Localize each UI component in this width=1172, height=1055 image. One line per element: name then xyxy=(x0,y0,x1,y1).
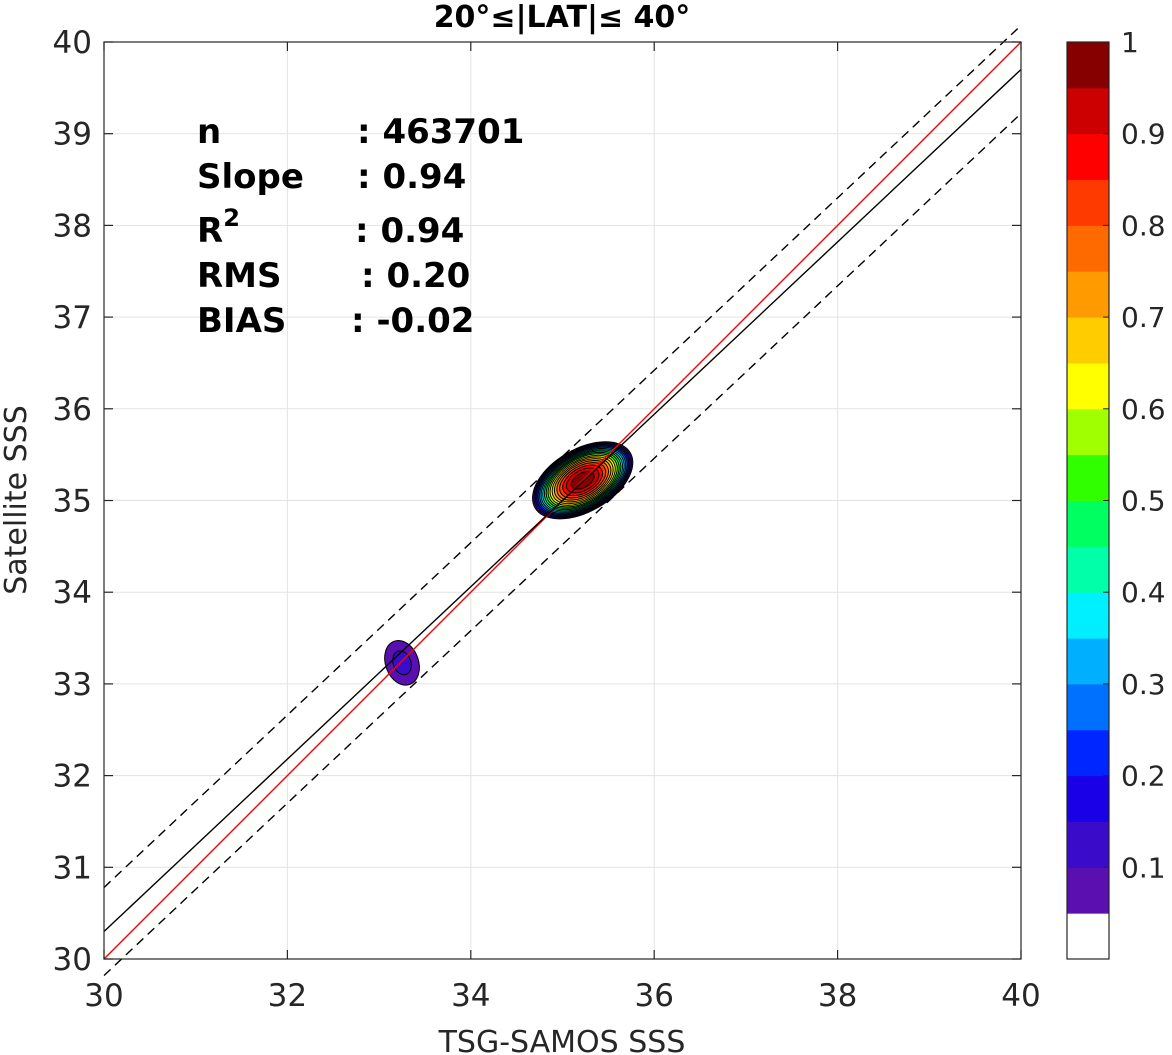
x-tick-label: 36 xyxy=(634,978,673,1014)
y-tick-label: 33 xyxy=(53,667,92,703)
y-tick-label: 38 xyxy=(53,208,92,244)
reference-lines xyxy=(103,24,1022,977)
colorbar-tick-label: 0.4 xyxy=(1121,576,1166,609)
x-tick-label: 38 xyxy=(818,978,857,1014)
stat-value: : 0.94 xyxy=(355,211,464,251)
colorbar-tick-label: 0.6 xyxy=(1121,393,1166,426)
colorbar-tick-label: 0.3 xyxy=(1121,668,1166,701)
x-axis-label: TSG-SAMOS SSS xyxy=(438,1025,686,1055)
grid-lines xyxy=(104,42,1021,959)
colorbar-tick-label: 1 xyxy=(1121,26,1139,59)
colorbar-tick-label: 0.1 xyxy=(1121,851,1166,884)
stat-value: : 0.20 xyxy=(361,256,470,296)
colorbar-swatch xyxy=(1067,133,1109,181)
stat-number: 0.94 xyxy=(380,211,464,251)
plot-area xyxy=(103,24,1022,977)
stat-separator: : xyxy=(355,211,380,251)
y-axis-label: Satellite SSS xyxy=(0,405,34,595)
colorbar-swatch xyxy=(1067,775,1109,822)
stat-row: Slope: 0.94 xyxy=(197,157,466,197)
stat-number: 0.94 xyxy=(382,157,466,197)
colorbar-tick-label: 0.8 xyxy=(1121,209,1166,242)
colorbar-swatch xyxy=(1067,408,1109,456)
colorbar-swatch xyxy=(1067,362,1109,410)
regression-line xyxy=(103,68,1022,933)
y-tick-label: 37 xyxy=(53,300,92,336)
stat-label-superscript: 2 xyxy=(223,204,240,232)
colorbar-swatch xyxy=(1067,592,1109,639)
stat-separator: : xyxy=(361,256,386,296)
colorbar-swatch xyxy=(1067,42,1109,89)
colorbar-swatch xyxy=(1067,546,1109,593)
stat-label: Slope xyxy=(197,157,304,197)
chart-title: 20°≤|LAT|≤ 40° xyxy=(434,0,691,35)
colorbar-swatch xyxy=(1067,867,1109,914)
y-tick-label: 32 xyxy=(53,759,92,795)
stat-number: 0.20 xyxy=(386,256,470,296)
y-tick-label: 30 xyxy=(53,942,92,978)
y-tick-label: 40 xyxy=(53,25,92,61)
stat-separator: : xyxy=(351,301,376,341)
colorbar-swatch xyxy=(1067,729,1109,777)
stat-row: n: 463701 xyxy=(197,112,524,152)
x-tick-label: 34 xyxy=(451,978,490,1014)
x-tick-label: 40 xyxy=(1001,978,1040,1014)
y-tick-label: 34 xyxy=(53,575,92,611)
stat-number: 463701 xyxy=(382,112,524,152)
axis-tick-marks xyxy=(103,41,1022,960)
colorbar-swatch xyxy=(1067,913,1109,960)
stat-number: -0.02 xyxy=(376,301,474,341)
colorbar-swatch xyxy=(1067,821,1109,868)
y-tick-label: 36 xyxy=(53,392,92,428)
colorbar-swatch xyxy=(1067,179,1109,226)
stat-row: R2: 0.94 xyxy=(197,204,464,251)
stat-value: : 463701 xyxy=(357,112,524,152)
colorbar-swatch xyxy=(1067,225,1109,272)
x-tick-label: 32 xyxy=(268,978,307,1014)
x-tick-label: 30 xyxy=(84,978,123,1014)
colorbar-swatch xyxy=(1067,500,1109,547)
stat-value: : -0.02 xyxy=(351,301,474,341)
colorbar-swatch xyxy=(1067,683,1109,731)
colorbar-swatch xyxy=(1067,454,1109,501)
stat-label: n xyxy=(197,112,221,152)
stat-row: BIAS: -0.02 xyxy=(197,301,474,341)
stat-label: RMS xyxy=(197,256,282,296)
y-axis-tick-labels: 30 31 32 33 34 35 36 37 38 39 40 xyxy=(53,25,92,978)
colorbar-tick-label: 0.5 xyxy=(1121,485,1166,518)
y-tick-label: 35 xyxy=(53,484,92,520)
stat-value: : 0.94 xyxy=(357,157,466,197)
stat-label: BIAS xyxy=(197,301,286,341)
colorbar-swatch xyxy=(1067,271,1109,318)
y-tick-label: 31 xyxy=(53,850,92,886)
y-tick-label: 39 xyxy=(53,117,92,153)
colorbar-tick-label: 0.2 xyxy=(1121,760,1166,793)
stat-row: RMS: 0.20 xyxy=(197,256,470,296)
colorbar-swatch xyxy=(1067,638,1109,685)
colorbar-swatch xyxy=(1067,87,1109,135)
colorbar-tick-label: 0.9 xyxy=(1121,118,1166,151)
x-axis-tick-labels: 30 32 34 36 38 40 xyxy=(84,978,1040,1014)
stat-separator: : xyxy=(357,112,382,152)
density-contours xyxy=(384,441,634,686)
colorbar-swatch xyxy=(1067,317,1109,364)
colorbar: 0.1 0.2 0.3 0.4 0.5 0.6 0.7 0.8 0.9 1 xyxy=(1066,26,1166,960)
stat-separator: : xyxy=(357,157,382,197)
colorbar-tick-label: 0.7 xyxy=(1121,301,1166,334)
